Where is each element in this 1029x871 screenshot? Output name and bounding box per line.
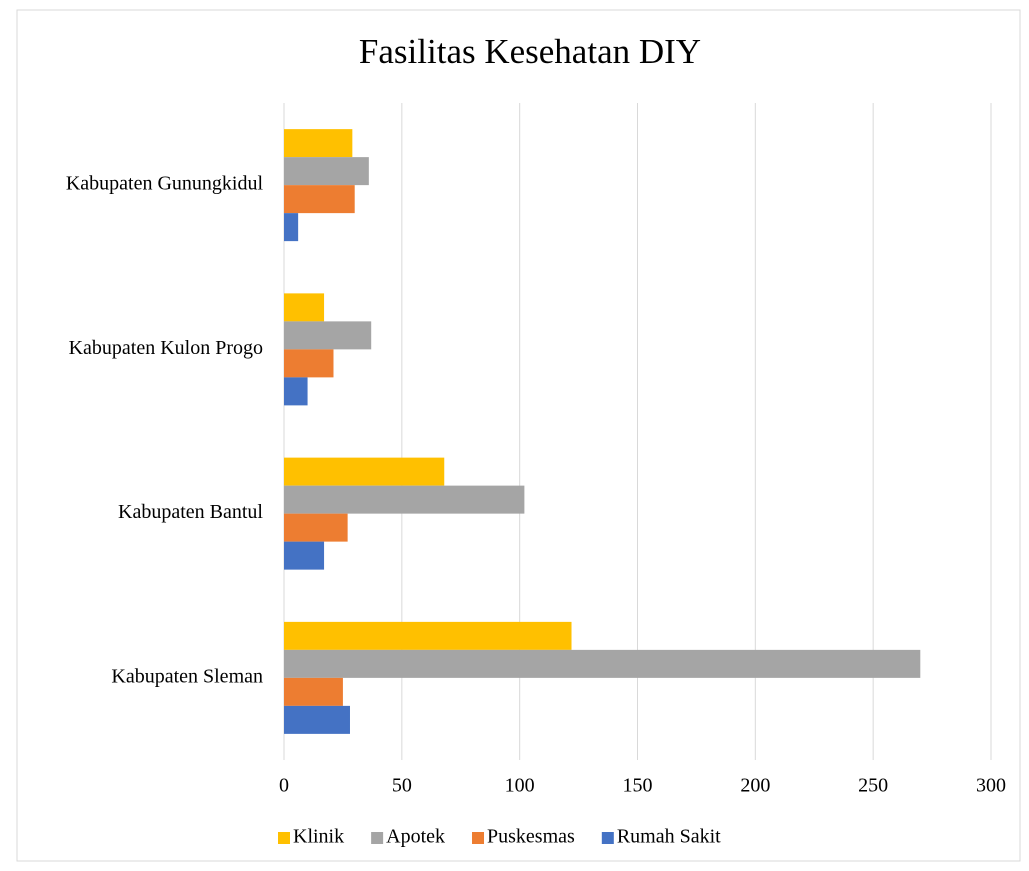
bar (284, 705, 350, 734)
x-tick-label: 150 (623, 775, 653, 797)
legend-swatch (278, 832, 290, 844)
bar (284, 213, 299, 242)
bar (284, 293, 325, 322)
x-tick-label: 300 (976, 775, 1006, 797)
bar (284, 649, 921, 678)
bar (284, 377, 308, 406)
y-tick-label: Kabupaten Sleman (111, 665, 263, 687)
legend-swatch (472, 832, 485, 844)
legend-label: Puskesmas (487, 826, 575, 848)
x-tick-label: 250 (858, 775, 888, 797)
y-tick-label: Kabupaten Kulon Progo (69, 337, 263, 359)
bar (284, 185, 355, 214)
bar (284, 513, 348, 542)
bar (284, 485, 525, 514)
bar (284, 621, 572, 650)
y-tick-label: Kabupaten Bantul (118, 501, 263, 523)
chart-title: Fasilitas Kesehatan DIY (359, 32, 701, 71)
chart-frame (16, 9, 1021, 862)
legend-label: Klinik (293, 826, 344, 848)
legend-swatch (371, 832, 384, 844)
legend-label: Apotek (386, 826, 445, 848)
x-tick-label: 100 (505, 775, 535, 797)
bar (284, 129, 353, 158)
legend-label: Rumah Sakit (617, 826, 721, 848)
x-tick-label: 50 (392, 775, 412, 797)
x-tick-label: 0 (279, 775, 289, 797)
bar (284, 457, 445, 486)
x-tick-label: 200 (740, 775, 770, 797)
bar (284, 321, 372, 350)
y-tick-label: Kabupaten Gunungkidul (66, 173, 264, 195)
bar (284, 541, 325, 570)
bar (284, 677, 343, 706)
legend-swatch (601, 832, 614, 844)
bar (284, 157, 369, 186)
bar (284, 349, 334, 378)
